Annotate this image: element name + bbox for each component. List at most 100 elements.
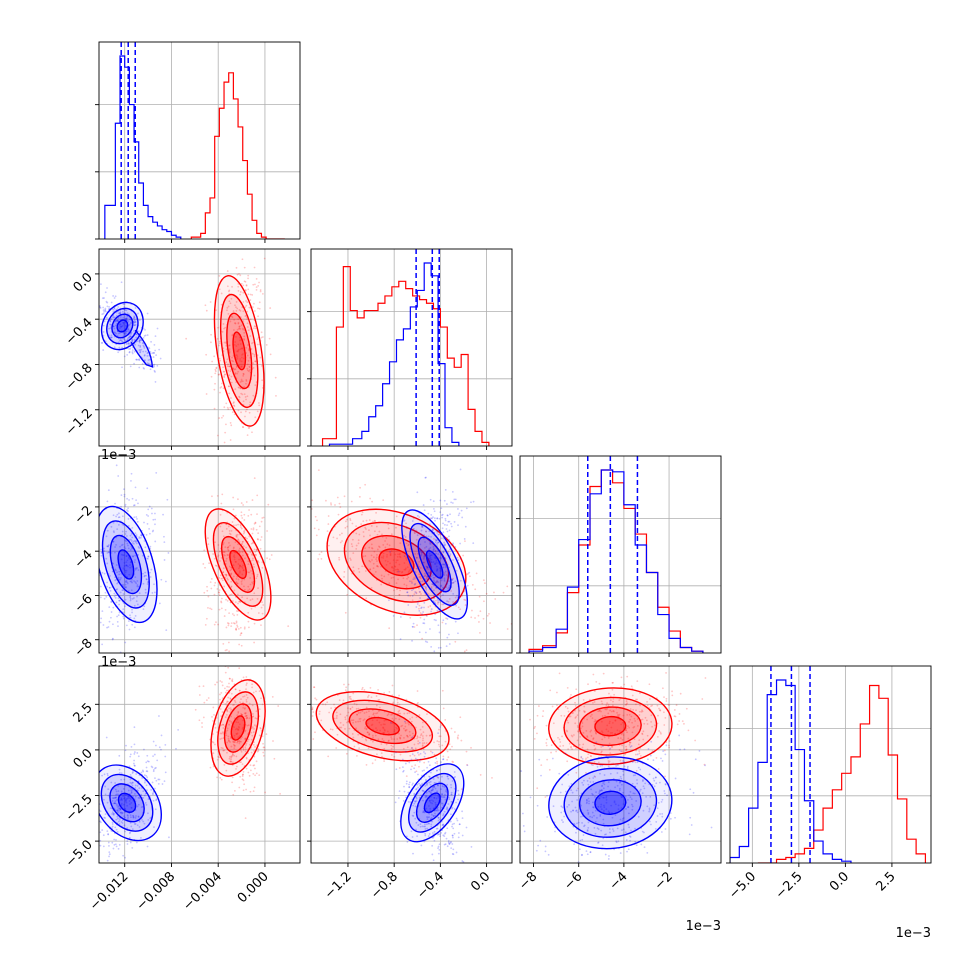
scatter-point: [534, 725, 536, 728]
scatter-point: [114, 843, 117, 846]
scatter-point: [233, 726, 235, 729]
scatter-point: [641, 718, 644, 721]
scatter-point: [374, 734, 377, 737]
scatter-point: [346, 525, 349, 528]
scatter-point: [147, 812, 149, 815]
scatter-point: [404, 567, 407, 570]
scatter-point: [335, 717, 338, 719]
scatter-point: [236, 582, 239, 585]
scatter-point: [441, 802, 444, 805]
scatter-point: [238, 570, 241, 573]
scatter-point: [630, 715, 633, 718]
scatter-point: [252, 563, 255, 566]
scatter-point: [411, 589, 413, 592]
scatter-point: [365, 727, 368, 730]
scatter-point: [229, 593, 232, 596]
scatter-point: [419, 543, 422, 546]
scatter-point: [133, 542, 135, 545]
scatter-point: [132, 555, 134, 558]
scatter-point: [426, 568, 428, 570]
scatter-point: [457, 798, 459, 801]
scatter-point: [247, 771, 250, 774]
contour-group: [204, 508, 272, 621]
scatter-point: [382, 499, 385, 502]
scatter-point: [419, 549, 422, 552]
scatter-point: [430, 535, 432, 538]
scatter-point: [433, 548, 435, 550]
scatter-point: [230, 580, 233, 583]
scatter-point: [118, 346, 121, 349]
scatter-point: [156, 364, 159, 367]
scatter-point: [125, 799, 127, 802]
scatter-point: [227, 549, 230, 552]
scatter-point: [218, 357, 221, 360]
scatter-point: [399, 638, 402, 641]
scatter-point: [136, 518, 138, 520]
scatter-point: [146, 770, 149, 773]
scatter-point: [253, 641, 255, 644]
scatter-point: [138, 366, 141, 369]
scatter-point: [224, 431, 227, 434]
scatter-point: [409, 616, 412, 619]
scatter-point: [409, 754, 412, 757]
scatter-point: [119, 799, 122, 801]
scatter-point: [330, 503, 333, 506]
scatter-point: [112, 562, 115, 565]
scatter-point: [428, 864, 430, 866]
scatter-point: [126, 843, 129, 845]
scatter-point: [129, 614, 131, 617]
scatter-point: [220, 382, 223, 385]
density-fill: [102, 520, 150, 608]
scatter-point: [116, 809, 119, 812]
scatter-point: [433, 785, 436, 788]
scatter-point: [388, 582, 391, 585]
scatter-point: [428, 775, 431, 778]
scatter-point: [240, 632, 243, 635]
scatter-point: [361, 688, 363, 691]
scatter-point: [121, 324, 124, 327]
scatter-point: [130, 806, 133, 809]
scatter-point: [253, 374, 256, 377]
scatter-point: [234, 745, 236, 747]
scatter-point: [378, 546, 381, 549]
scatter-point: [134, 576, 137, 579]
scatter-point: [111, 316, 114, 319]
scatter-point: [247, 589, 250, 592]
scatter-point: [442, 813, 445, 815]
scatter-point: [234, 601, 237, 604]
scatter-point: [441, 785, 444, 788]
scatter-point: [128, 351, 131, 354]
scatter-point: [238, 564, 241, 567]
scatter-point: [365, 739, 368, 742]
scatter-point: [115, 332, 118, 335]
scatter-point: [427, 805, 430, 807]
scatter-point: [413, 792, 416, 795]
scatter-point: [224, 573, 227, 576]
scatter-point: [105, 736, 108, 739]
scatter-point: [144, 779, 146, 782]
scatter-point: [317, 528, 320, 531]
joint-panel-3-2: [516, 665, 722, 867]
scatter-point: [587, 753, 590, 756]
scatter-point: [396, 570, 399, 573]
scatter-point: [417, 751, 419, 754]
scatter-point: [349, 695, 352, 698]
contour-line: [415, 782, 449, 823]
scatter-point: [114, 568, 117, 571]
scatter-point: [436, 809, 439, 812]
scatter-point: [444, 718, 447, 721]
scatter-point: [424, 585, 427, 588]
scatter-point: [253, 592, 256, 595]
density-fill: [110, 535, 142, 594]
scatter-point: [227, 622, 230, 625]
scatter-point: [421, 526, 423, 528]
scatter-point: [244, 711, 247, 714]
scatter-point: [142, 366, 145, 369]
scatter-point: [432, 584, 435, 587]
scatter-point: [656, 736, 659, 738]
scatter-point: [118, 809, 121, 812]
scatter-point: [106, 801, 109, 804]
scatter-point: [465, 507, 468, 510]
scatter-point: [133, 362, 135, 365]
scatter-point: [136, 805, 139, 808]
